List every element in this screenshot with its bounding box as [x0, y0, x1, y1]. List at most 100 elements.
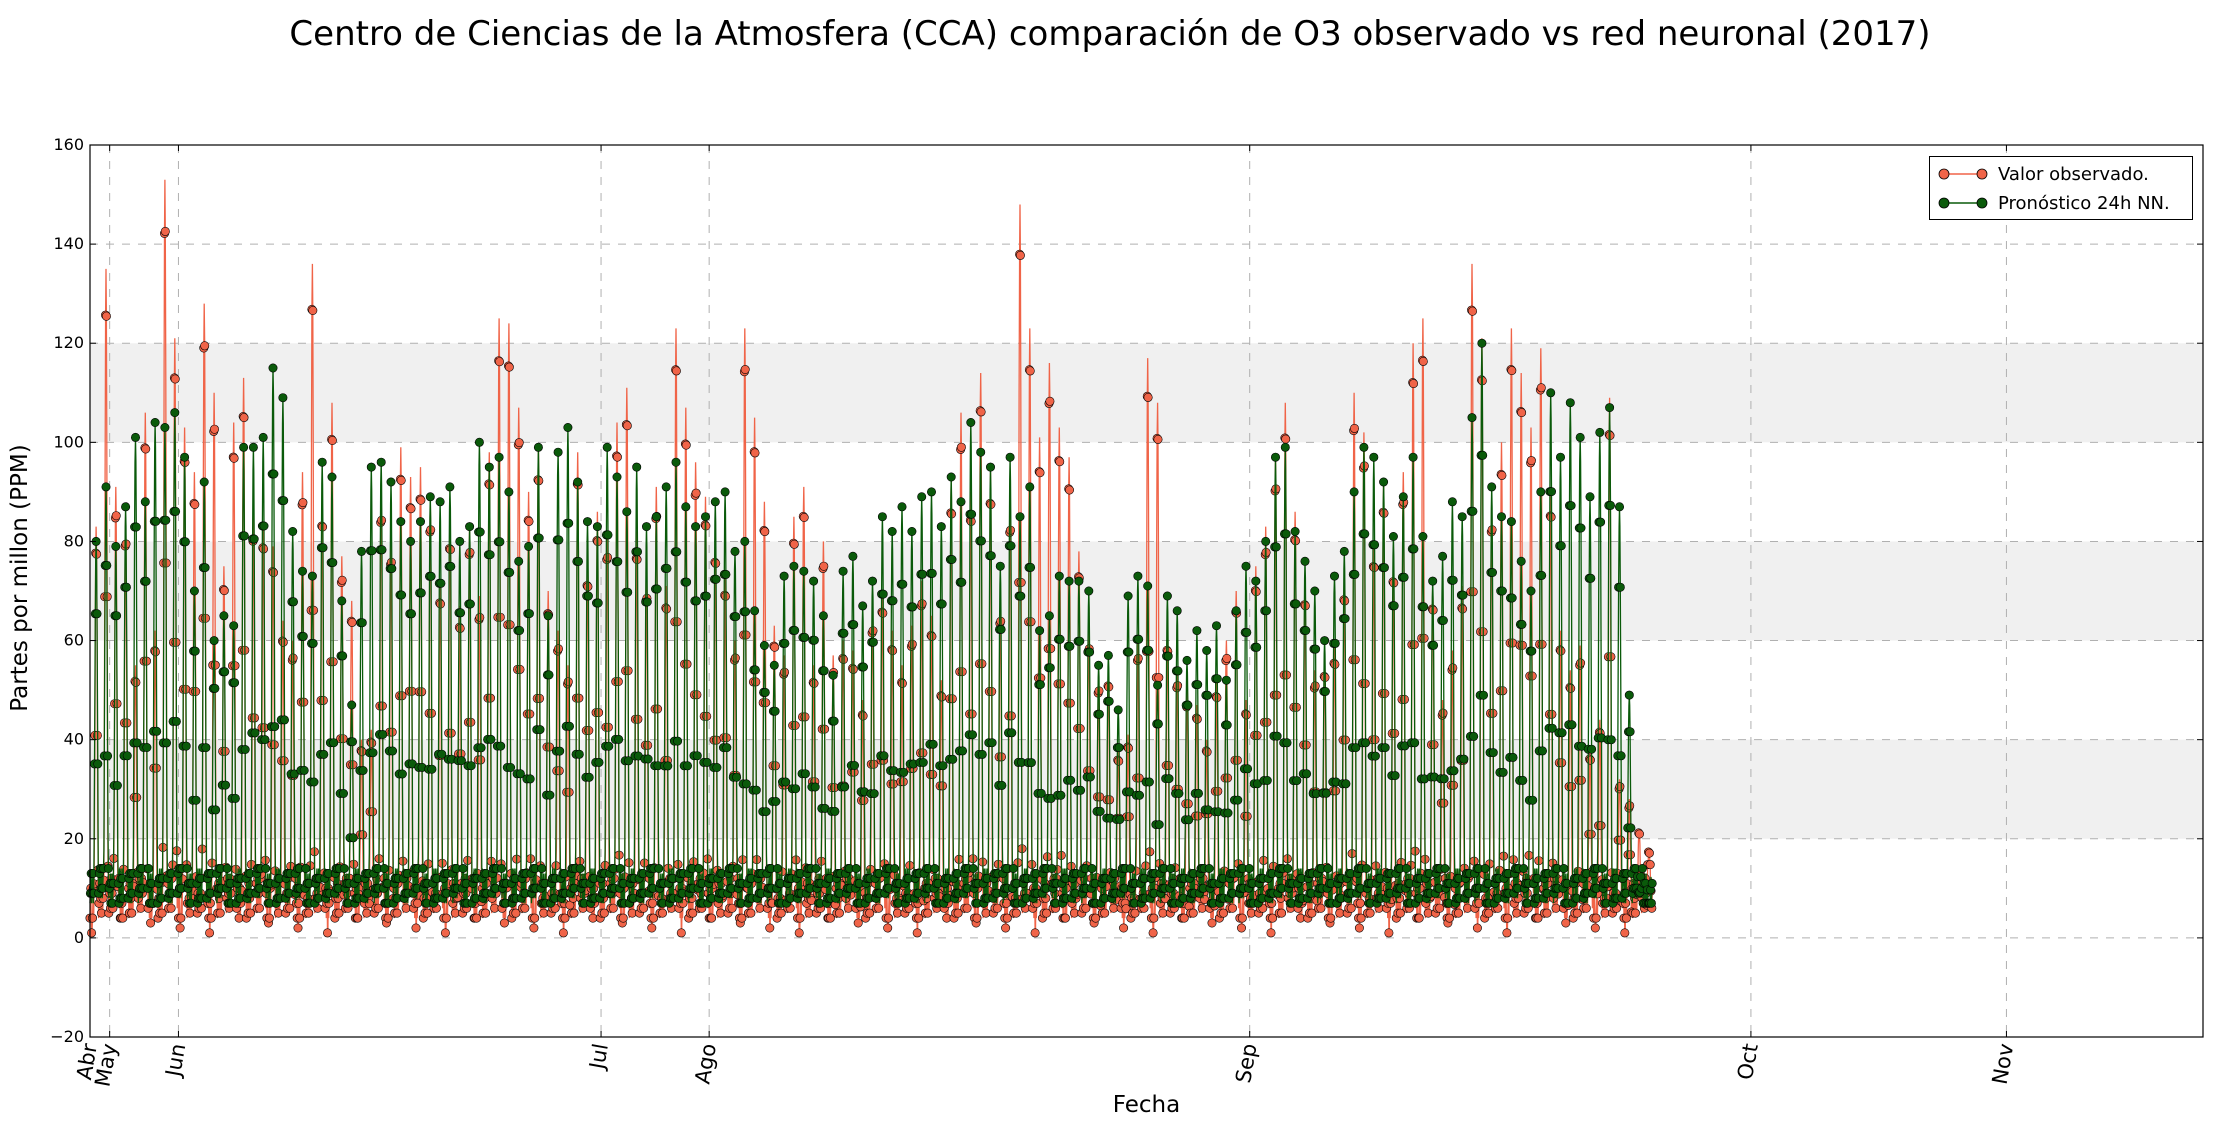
data-point — [122, 751, 132, 761]
y-tick-label: 0 — [74, 928, 84, 947]
data-point — [759, 640, 769, 650]
data-point — [1389, 601, 1399, 611]
data-point — [411, 923, 421, 933]
data-point — [1418, 356, 1428, 366]
data-point — [118, 913, 128, 923]
data-point — [520, 903, 530, 913]
data-point — [222, 863, 232, 873]
data-point — [248, 442, 258, 452]
legend-swatch-forecast — [1938, 197, 1988, 209]
data-point — [1002, 913, 1012, 923]
data-point — [898, 579, 908, 589]
data-point — [367, 546, 377, 556]
data-point — [1207, 918, 1217, 928]
data-point — [1148, 928, 1158, 938]
data-point — [1015, 512, 1025, 522]
data-point — [553, 644, 563, 654]
data-point — [170, 374, 180, 384]
data-point — [1081, 903, 1091, 913]
data-point — [180, 452, 190, 462]
data-point — [392, 908, 402, 918]
data-point — [1517, 408, 1527, 418]
data-point — [791, 784, 801, 794]
data-point — [1143, 392, 1153, 402]
data-point — [1154, 673, 1164, 683]
data-point — [1615, 582, 1625, 592]
data-point — [1188, 908, 1198, 918]
data-point — [789, 539, 799, 549]
data-point — [1546, 388, 1556, 398]
data-point — [1035, 468, 1045, 478]
data-point — [524, 516, 534, 526]
legend-entry-observed: Valor observado. — [1938, 163, 2149, 185]
data-point — [446, 561, 456, 571]
data-point — [160, 226, 170, 236]
data-point — [1440, 863, 1450, 873]
data-point — [319, 749, 329, 759]
data-point — [511, 908, 521, 918]
data-point — [1477, 338, 1487, 348]
data-point — [691, 596, 701, 606]
data-point — [603, 530, 613, 540]
data-point — [427, 764, 437, 774]
data-point — [918, 757, 928, 767]
data-point — [1330, 638, 1340, 648]
data-point — [809, 576, 819, 586]
data-point — [858, 711, 868, 721]
data-point — [1557, 728, 1567, 738]
data-point — [1045, 396, 1055, 406]
data-point — [869, 789, 879, 799]
data-point — [1506, 517, 1516, 527]
data-point — [681, 502, 691, 512]
data-point — [1399, 572, 1409, 582]
data-point — [102, 560, 112, 570]
data-point — [338, 788, 348, 798]
legend: Valor observado. Pronóstico 24h NN. — [1929, 156, 2193, 220]
data-point — [388, 746, 398, 756]
data-point — [765, 923, 775, 933]
data-point — [1153, 719, 1163, 729]
data-point — [732, 863, 742, 873]
data-point — [967, 509, 977, 519]
data-point — [1360, 529, 1370, 539]
data-point — [1316, 903, 1326, 913]
data-point — [917, 569, 927, 579]
data-point — [1497, 512, 1507, 522]
data-point — [780, 638, 790, 648]
data-point — [1449, 766, 1459, 776]
data-point — [103, 751, 113, 761]
data-point — [220, 667, 230, 677]
data-point — [379, 863, 389, 873]
data-point — [1624, 690, 1634, 700]
data-point — [1526, 586, 1536, 596]
data-point — [441, 913, 451, 923]
data-point — [1065, 485, 1075, 495]
data-point — [1149, 913, 1159, 923]
data-point — [1241, 710, 1251, 720]
data-point — [1637, 863, 1647, 873]
data-point — [1094, 660, 1104, 670]
data-point — [358, 765, 368, 775]
data-point — [1497, 586, 1507, 596]
data-point — [406, 609, 416, 619]
data-point — [415, 517, 425, 527]
data-point — [840, 782, 850, 792]
data-point — [1300, 556, 1310, 566]
data-point — [1559, 863, 1569, 873]
data-point — [878, 589, 888, 599]
data-point — [279, 715, 289, 725]
data-point — [1339, 546, 1349, 556]
data-point — [1361, 863, 1371, 873]
data-point — [534, 533, 544, 543]
data-point — [150, 417, 160, 427]
data-point — [927, 631, 937, 641]
data-point — [406, 504, 416, 514]
data-point — [663, 761, 673, 771]
data-point — [751, 785, 761, 795]
data-point — [1429, 640, 1439, 650]
data-point — [366, 462, 376, 472]
data-point — [632, 462, 642, 472]
data-point — [295, 913, 305, 923]
data-point — [1310, 586, 1320, 596]
data-point — [1516, 556, 1526, 566]
